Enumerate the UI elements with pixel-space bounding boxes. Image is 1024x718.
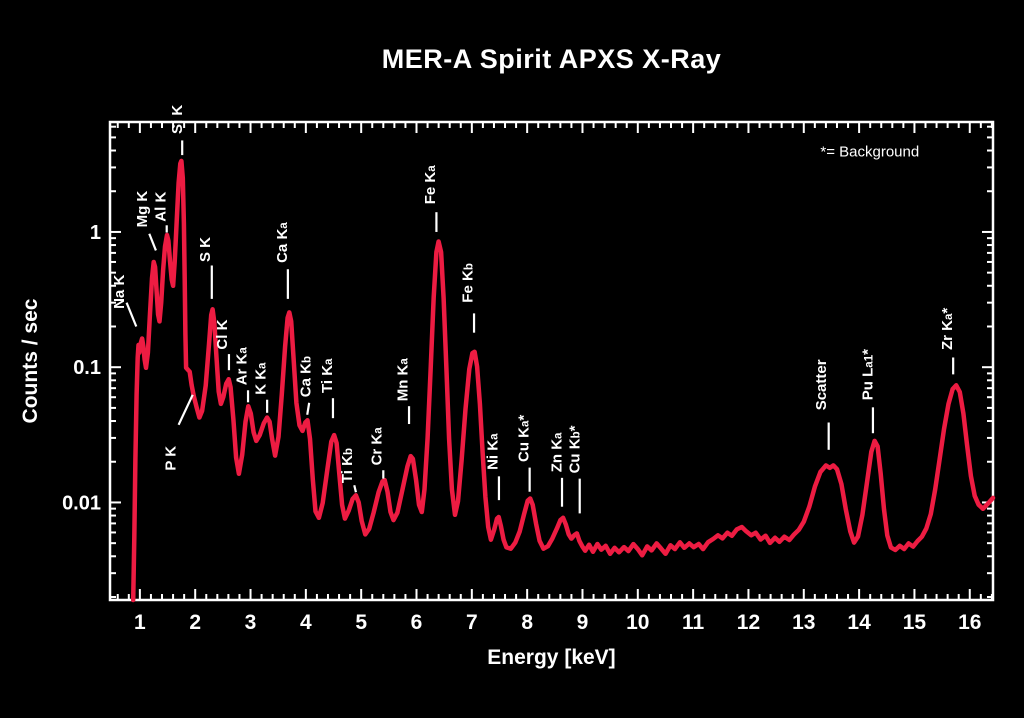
x-tick-label: 4 [300,611,312,634]
leader-line [125,302,138,327]
y-tick-label: 0.01 [62,492,101,514]
peak-label: Zr Ka* [939,308,956,350]
peak-label: K Ka [253,362,270,395]
peak-label: Al K [153,192,170,222]
peak-label: Ar Ka [233,347,250,386]
spectrum-line [130,158,996,603]
x-tick-label: 12 [737,611,760,634]
peak-label: Pu La1* [859,349,876,400]
x-tick-label: 10 [626,611,649,634]
leader-line [306,402,311,415]
leader-line [353,485,357,493]
x-tick-label: 3 [245,611,257,634]
peak-label: Mn Ka [395,358,412,402]
x-tick-label: 2 [189,611,201,634]
x-tick-label: 7 [466,611,478,634]
peak-label: Cu Kb* [566,425,583,473]
peak-label: Ca Ka [274,222,291,263]
leader-line [177,394,194,426]
x-tick-label: 13 [792,611,815,634]
x-tick-label: 5 [355,611,367,634]
x-tick-label: 9 [577,611,589,634]
y-tick-label: 0.1 [73,357,101,379]
x-tick-label: 16 [958,611,981,634]
y-tick-label: 1 [90,222,101,244]
x-tick-label: 6 [411,611,423,634]
plot-border [108,120,995,602]
peak-label: S K [197,237,214,262]
peak-label: Ti Kb [339,448,356,483]
peak-label: Scatter [813,359,830,410]
x-tick-label: 8 [521,611,533,634]
peak-label: Ti Ka [319,358,336,393]
peak-label: Mg K [134,191,151,228]
x-tick-label: 15 [903,611,927,634]
x-tick-label: 1 [134,611,146,634]
peak-label: Na K [111,275,128,309]
peak-label: Cr Ka [369,427,386,466]
peak-label: Fe Ka [422,165,439,205]
peak-label: Ni Ka [485,433,502,470]
leader-line [148,233,157,251]
peak-label: Si K [169,105,186,134]
peak-label: P K [163,446,180,471]
x-tick-label: 11 [682,611,705,634]
peak-label: Ca Kb [298,356,315,397]
peak-label: Cu Ka* [516,415,533,462]
peak-label: Zn Ka [549,432,566,472]
x-tick-label: 14 [847,611,871,634]
chart-title: MER-A Spirit APXS X-Ray [381,44,722,75]
peak-label: Cl K [214,319,231,349]
background-note: *= Background [820,144,919,161]
x-axis-title: Energy [keV] [487,646,616,669]
peak-label: Fe Kb [460,263,477,303]
